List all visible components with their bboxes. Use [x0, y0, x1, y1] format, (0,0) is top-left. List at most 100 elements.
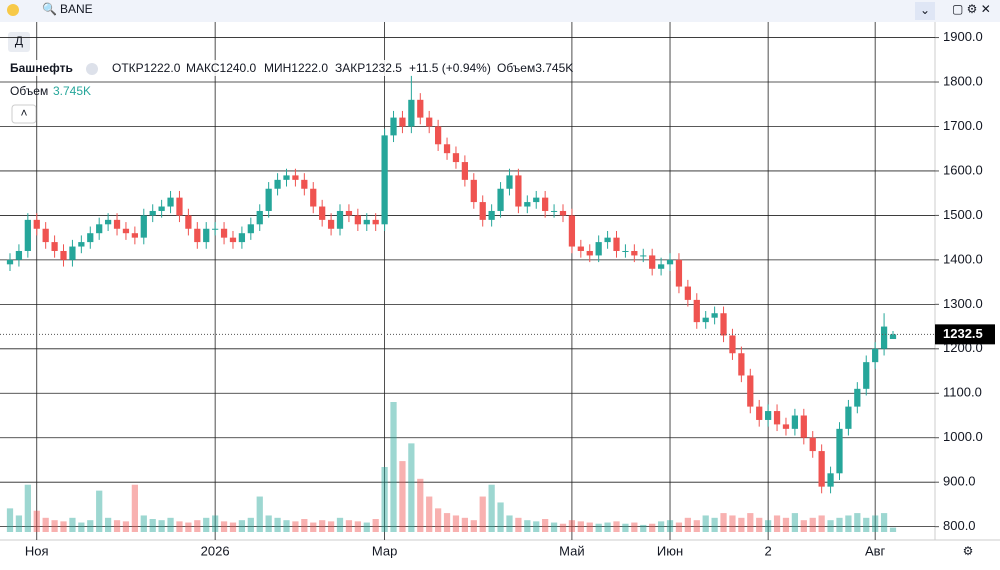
- candle-body: [533, 197, 540, 203]
- collapse-button[interactable]: [11, 104, 37, 124]
- volume-bar: [738, 517, 745, 532]
- volume-bar: [827, 520, 834, 532]
- volume-bar: [345, 520, 353, 532]
- legend-change: +11.5 (+0.94%): [409, 61, 491, 75]
- candle-body: [631, 250, 638, 256]
- volume-bar: [60, 521, 67, 532]
- y-tick-label: 1300.0: [943, 296, 983, 311]
- candle-body: [827, 473, 834, 487]
- candle-body: [702, 317, 709, 323]
- candle-body: [363, 219, 370, 225]
- x-tick-label: Май: [559, 543, 584, 558]
- volume-bar: [666, 520, 674, 532]
- candle-body: [854, 388, 861, 407]
- candle-body: [390, 117, 397, 136]
- volume-bar: [720, 513, 727, 532]
- volume-bar: [577, 521, 584, 532]
- dropdown[interactable]: [915, 2, 935, 20]
- volume-bar: [104, 517, 112, 532]
- volume-bar: [872, 515, 879, 532]
- volume-bar: [310, 522, 317, 532]
- search-text[interactable]: BANE: [60, 2, 93, 16]
- candle-body: [203, 228, 210, 243]
- y-tick-label: 900.0: [943, 474, 976, 489]
- volume-bar: [292, 521, 299, 532]
- volume-bar: [595, 523, 602, 532]
- candle-body: [69, 246, 76, 260]
- volume-bar: [426, 496, 433, 532]
- volume-bar: [613, 521, 620, 532]
- candle-body: [515, 175, 522, 207]
- volume-bar: [809, 517, 816, 532]
- candle-body: [720, 313, 727, 336]
- volume-bar: [24, 484, 31, 532]
- volume-bar: [854, 513, 861, 532]
- candle-body: [336, 210, 344, 229]
- candle-body: [872, 348, 879, 363]
- candle-body: [711, 313, 718, 318]
- volume-bar: [773, 515, 781, 532]
- interval[interactable]: Д: [15, 34, 23, 48]
- volume-bar: [470, 520, 477, 532]
- volume-bar: [631, 522, 638, 532]
- volume-bar: [283, 520, 290, 532]
- legend-high: МАКС1240.0: [186, 61, 257, 75]
- candle-body: [452, 153, 460, 163]
- candle-body: [550, 210, 558, 212]
- candle-body: [381, 135, 388, 225]
- settings-icon[interactable]: ⚙: [963, 544, 974, 558]
- candle-body: [78, 242, 85, 247]
- candle-body: [845, 406, 852, 429]
- candle-body: [765, 411, 772, 420]
- volume-bar: [434, 508, 442, 532]
- candle-body: [238, 233, 246, 243]
- volume-bar: [131, 484, 138, 532]
- volume-bar: [220, 521, 228, 532]
- volume-bar: [390, 402, 397, 532]
- candle-body: [818, 451, 825, 487]
- legend-toggle[interactable]: [86, 63, 98, 75]
- collapse-icon[interactable]: ˄: [20, 106, 27, 120]
- candle-body: [301, 179, 308, 189]
- volume-bar: [167, 517, 174, 532]
- volume-bar: [818, 515, 825, 532]
- candle-body: [247, 224, 254, 234]
- volume-bar: [194, 520, 201, 532]
- candle-body: [158, 206, 165, 211]
- volume-bar: [229, 522, 237, 532]
- candle-body: [24, 219, 31, 251]
- candle-body: [470, 179, 477, 203]
- y-tick-label: 1900.0: [943, 29, 983, 44]
- volume-bar: [140, 515, 147, 532]
- volume-bar: [497, 502, 504, 532]
- volume-bar: [452, 515, 460, 532]
- candle-body: [319, 206, 326, 220]
- candle-body: [220, 228, 228, 238]
- volume-bar: [408, 443, 415, 532]
- interval-button[interactable]: [8, 32, 30, 52]
- candle-body: [104, 219, 112, 225]
- candle-body: [372, 219, 379, 225]
- volume-bar: [568, 520, 576, 532]
- volume-bar: [122, 521, 130, 532]
- search-icon[interactable]: 🔍: [42, 1, 57, 16]
- volume-bar: [880, 513, 888, 532]
- volume-bar: [756, 517, 763, 532]
- candle-body: [666, 259, 674, 265]
- window-controls[interactable]: ▢ ⚙ ✕: [952, 2, 991, 16]
- candle-body: [604, 237, 611, 243]
- candle-body: [773, 411, 781, 425]
- volume-bar: [327, 521, 335, 532]
- volume-bar: [176, 521, 183, 532]
- candle-body: [149, 210, 156, 216]
- candle-body: [96, 224, 103, 234]
- dropdown-arrow[interactable]: ⌄: [920, 3, 930, 17]
- candle-body: [488, 210, 495, 220]
- volume-bar: [550, 522, 558, 532]
- candle-body: [479, 202, 486, 220]
- toolbar: [0, 0, 1000, 22]
- x-tick-label: Мар: [372, 543, 397, 558]
- y-tick-label: 1000.0: [943, 429, 983, 444]
- candle-body: [675, 259, 683, 287]
